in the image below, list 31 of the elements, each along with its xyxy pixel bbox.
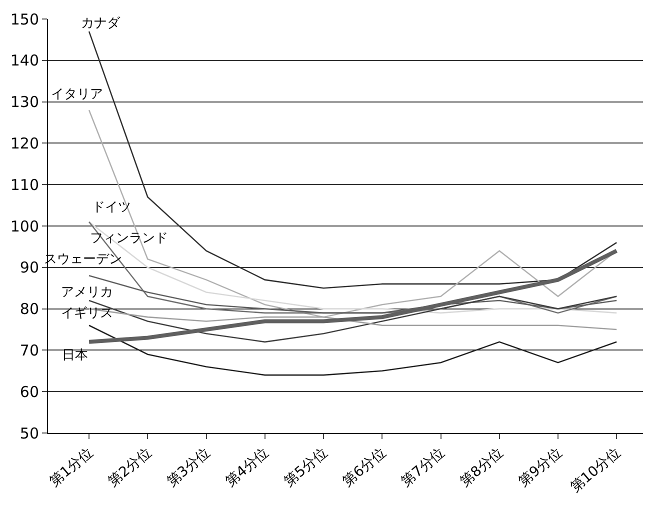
series-label: イタリア xyxy=(51,87,103,102)
line-series xyxy=(88,324,618,376)
x-tick-label: 第10分位 xyxy=(568,444,624,496)
line-series xyxy=(88,308,618,330)
series-label: 日本 xyxy=(62,348,88,363)
x-tick-label: 第6分位 xyxy=(340,444,390,490)
y-tick-label: 60 xyxy=(20,382,39,401)
x-tick-label: 第1分位 xyxy=(46,444,96,490)
y-tick-label: 110 xyxy=(10,176,39,194)
series-label: イギリス xyxy=(61,306,113,321)
x-tick-label: 第7分位 xyxy=(398,444,448,490)
x-tick-label: 第9分位 xyxy=(516,444,566,490)
line-series xyxy=(87,248,619,344)
x-tick-label: 第5分位 xyxy=(281,444,331,490)
y-tick-label: 120 xyxy=(10,134,39,152)
series-label: カナダ xyxy=(81,16,121,31)
y-tick-label: 80 xyxy=(20,300,39,318)
series-label: アメリカ xyxy=(61,285,113,300)
y-tick-label: 100 xyxy=(10,217,39,236)
y-tick-label: 150 xyxy=(10,10,39,28)
x-tick-label: 第3分位 xyxy=(164,444,214,490)
x-tick-label: 第4分位 xyxy=(222,444,272,490)
y-tick-label: 50 xyxy=(20,424,39,442)
y-tick-label: 130 xyxy=(10,93,39,112)
x-tick-label: 第8分位 xyxy=(457,444,506,490)
y-tick-label: 140 xyxy=(10,52,39,70)
y-tick-label: 70 xyxy=(20,341,39,360)
y-tick-label: 90 xyxy=(20,258,39,277)
series-label: ドイツ xyxy=(92,200,131,215)
series-label: フィンランド xyxy=(90,231,168,246)
x-tick-label: 第2分位 xyxy=(105,444,155,490)
